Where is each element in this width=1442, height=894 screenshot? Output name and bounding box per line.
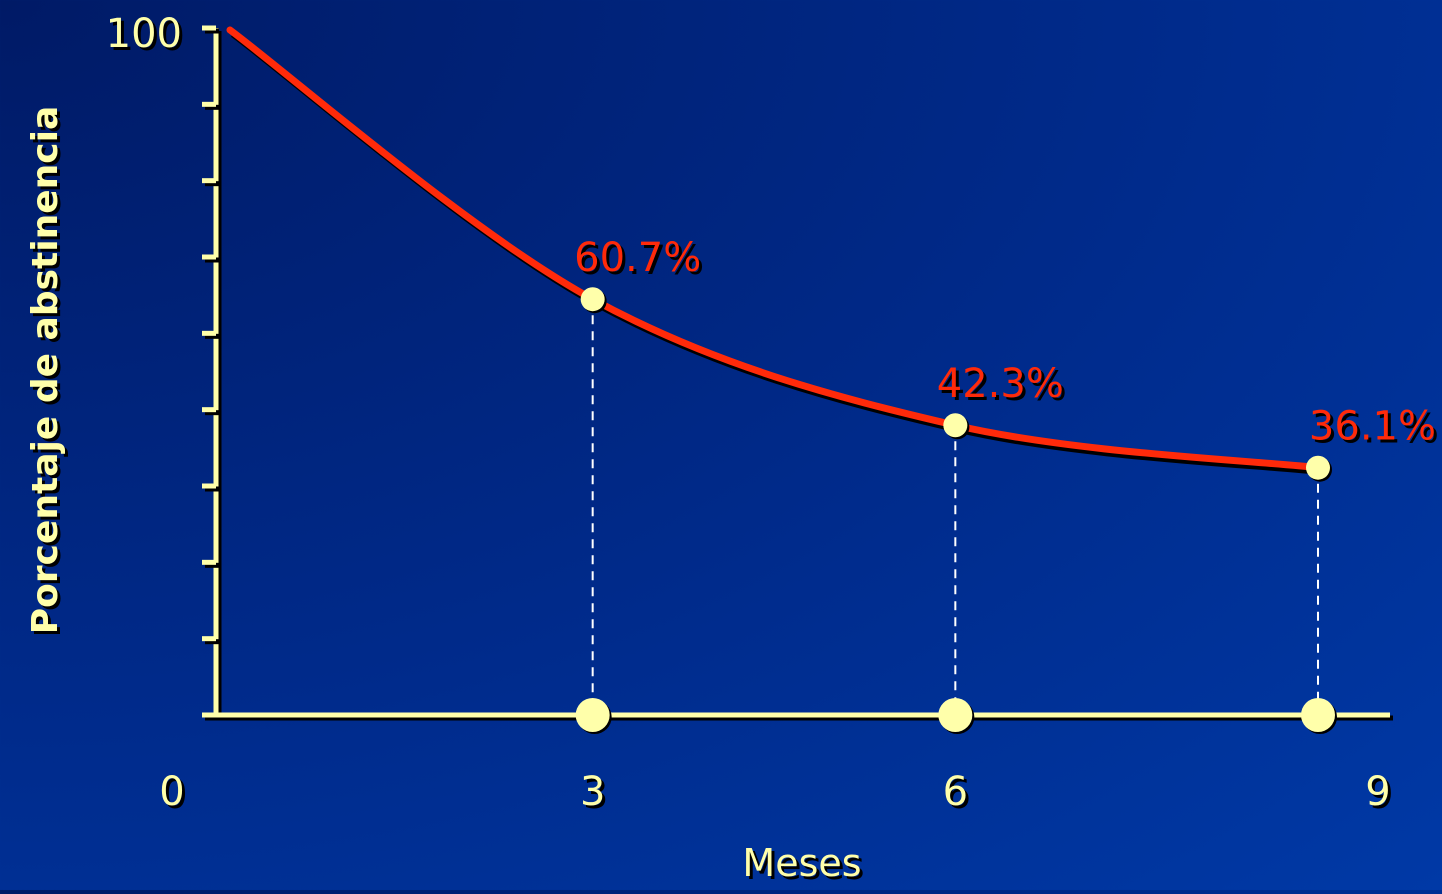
x-tick-label: 6 [943, 769, 968, 815]
curve-line [226, 26, 1322, 472]
x-tick-label: 3 [580, 769, 605, 815]
y-tick-label-100: 100 [106, 11, 182, 57]
markers [575, 287, 1337, 734]
chart-text: Porcentaje de abstinencia Porcentaje de … [25, 11, 1439, 888]
x-tick-label-shadow: 9 [1368, 772, 1393, 818]
data-label-shadow: 42.3% [940, 364, 1067, 410]
data-label: 36.1% [1309, 404, 1436, 450]
data-label-shadow: 36.1% [1312, 407, 1439, 453]
x-tick-label-shadow: 0 [162, 772, 187, 818]
axis-point [575, 698, 610, 732]
axes [202, 25, 1393, 721]
curve-layer [226, 26, 1322, 476]
x-axis-title-shadow: Meses [745, 844, 864, 888]
y-axis-title-shadow: Porcentaje de abstinencia [28, 109, 69, 637]
y-axis-title: Porcentaje de abstinencia [25, 106, 66, 634]
y-tick-label-shadow: 100 [109, 14, 185, 60]
x-tick-label: 0 [159, 769, 184, 815]
curve-point [580, 287, 605, 312]
data-label: 60.7% [574, 235, 701, 281]
data-label: 42.3% [937, 361, 1064, 407]
curve-point [943, 413, 968, 438]
x-tick-label: 9 [1365, 769, 1390, 815]
axis-point [938, 698, 973, 732]
x-axis-title: Meses [742, 841, 861, 885]
x-tick-label-shadow: 6 [946, 772, 971, 818]
data-label-shadow: 60.7% [577, 238, 704, 284]
curve-shadow [230, 31, 1322, 476]
x-tick-label-shadow: 3 [583, 772, 608, 818]
guide-lines [591, 299, 1319, 715]
curve-point [1306, 455, 1330, 480]
axis-point [1301, 698, 1335, 732]
